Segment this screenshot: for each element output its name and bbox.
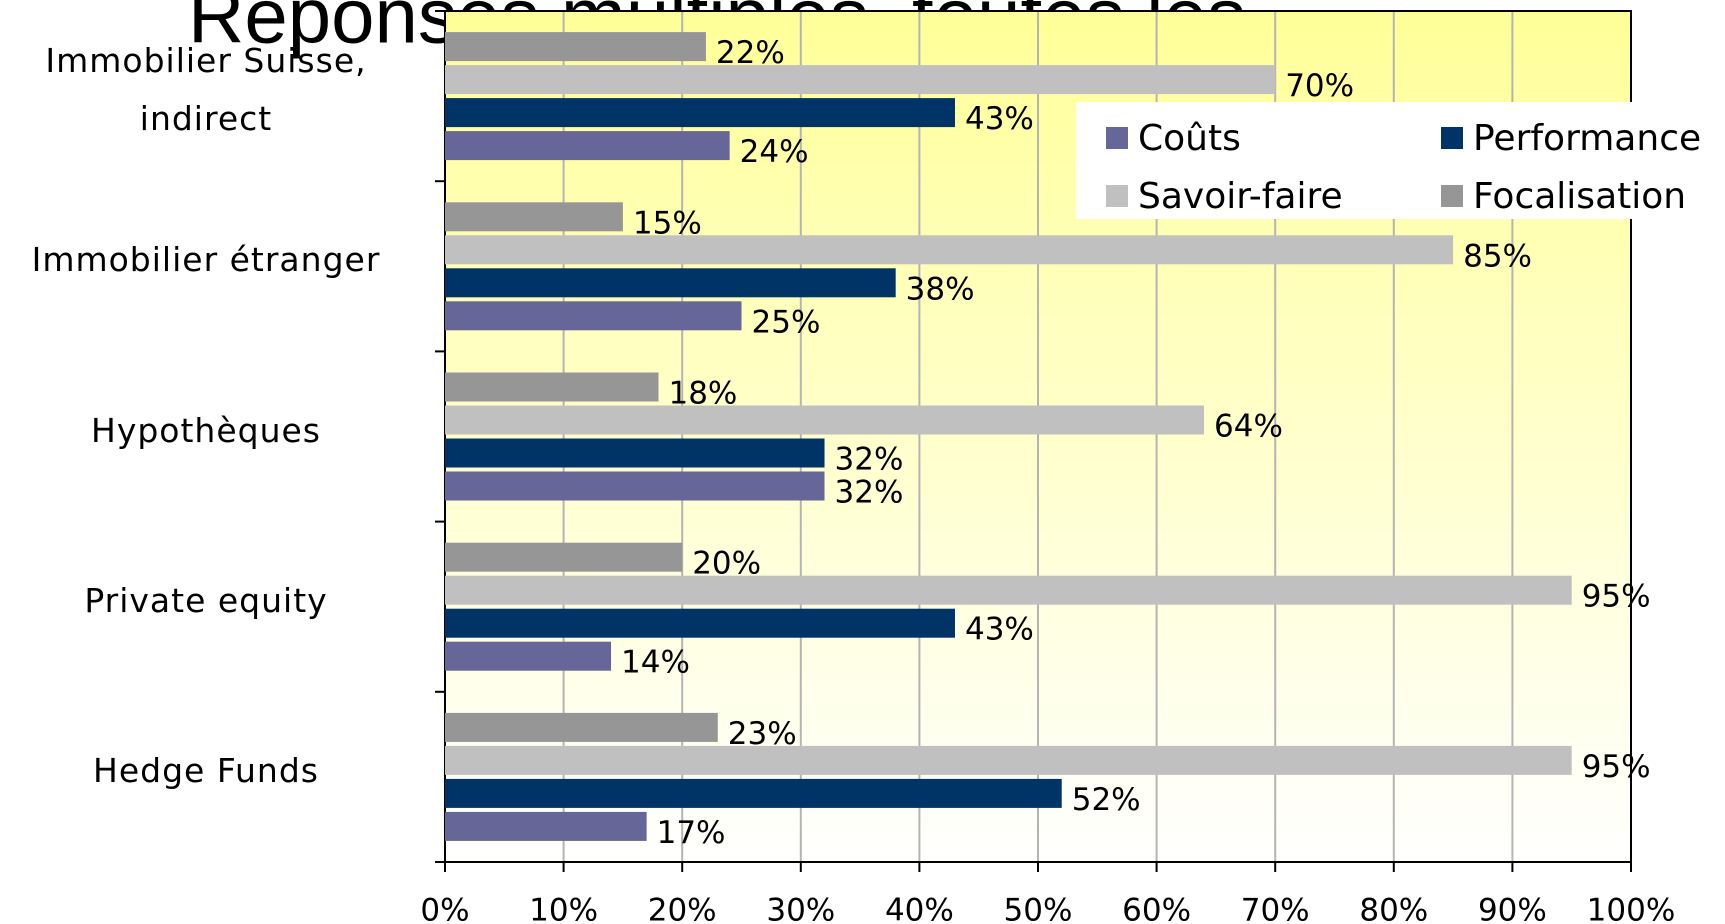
- data-label: 18%: [668, 376, 737, 412]
- legend-swatch: [1441, 185, 1463, 207]
- x-tick-label: 70%: [1241, 893, 1310, 924]
- legend-swatch: [1441, 127, 1463, 149]
- plot-border: [444, 10, 1632, 863]
- bar: [445, 575, 1572, 605]
- bar: [445, 98, 955, 128]
- bar: [445, 811, 647, 841]
- legend-label: Performance: [1473, 118, 1701, 159]
- bar: [445, 438, 825, 468]
- legend-swatch: [1106, 127, 1128, 149]
- y-tick-label: Immobilier Suisse, indirect: [45, 41, 367, 139]
- bar: [445, 235, 1454, 265]
- x-tick-label: 50%: [1004, 893, 1073, 924]
- x-tick-label: 30%: [766, 893, 835, 924]
- bar: [445, 32, 706, 62]
- data-label: 25%: [752, 304, 821, 340]
- x-tick-label: 0%: [420, 893, 469, 924]
- x-tick-label: 80%: [1359, 893, 1428, 924]
- data-label: 22%: [716, 35, 785, 71]
- bar: [445, 542, 683, 572]
- y-tick-label: Private equity: [84, 580, 328, 620]
- data-label: 95%: [1582, 579, 1651, 615]
- legend: [1076, 102, 1725, 219]
- x-tick-label: 40%: [885, 893, 954, 924]
- y-tick-label: Hypothèques: [91, 410, 321, 450]
- legend-label: Focalisation: [1473, 176, 1686, 217]
- x-tick-label: 60%: [1122, 893, 1191, 924]
- data-label: 23%: [728, 716, 797, 752]
- bar: [445, 608, 955, 638]
- data-label: 43%: [965, 612, 1034, 648]
- bar: [445, 641, 612, 671]
- bar: [445, 745, 1572, 775]
- bar: [445, 268, 896, 298]
- data-label: 43%: [965, 101, 1034, 137]
- bar: [445, 202, 623, 232]
- y-tick-label: Immobilier étranger: [31, 240, 381, 280]
- y-tick-label: Hedge Funds: [93, 750, 319, 790]
- data-label: 85%: [1463, 238, 1532, 274]
- x-tick-label: 90%: [1478, 893, 1547, 924]
- data-label: 32%: [835, 475, 904, 511]
- x-tick-label: 20%: [648, 893, 717, 924]
- data-label: 20%: [692, 546, 761, 582]
- legend-swatch: [1106, 185, 1128, 207]
- bar: [445, 405, 1205, 435]
- data-label: 52%: [1072, 782, 1141, 818]
- data-label: 38%: [906, 271, 975, 307]
- x-tick-label: 10%: [529, 893, 598, 924]
- x-tick-label: 100%: [1587, 893, 1676, 924]
- bar: [445, 301, 742, 331]
- bar: [445, 778, 1062, 808]
- legend-label: Coûts: [1138, 118, 1241, 159]
- data-label: 32%: [835, 442, 904, 478]
- bar: [445, 471, 825, 501]
- bar: [445, 131, 730, 161]
- legend-label: Savoir-faire: [1138, 176, 1343, 217]
- data-label: 14%: [621, 645, 690, 681]
- data-label: 70%: [1285, 68, 1354, 104]
- data-label: 17%: [657, 815, 726, 851]
- bar: [445, 372, 659, 402]
- bar: [445, 712, 718, 742]
- bar: [445, 65, 1276, 95]
- data-label: 64%: [1214, 409, 1283, 445]
- data-label: 15%: [633, 205, 702, 241]
- data-label: 95%: [1582, 749, 1651, 785]
- data-label: 24%: [740, 134, 809, 170]
